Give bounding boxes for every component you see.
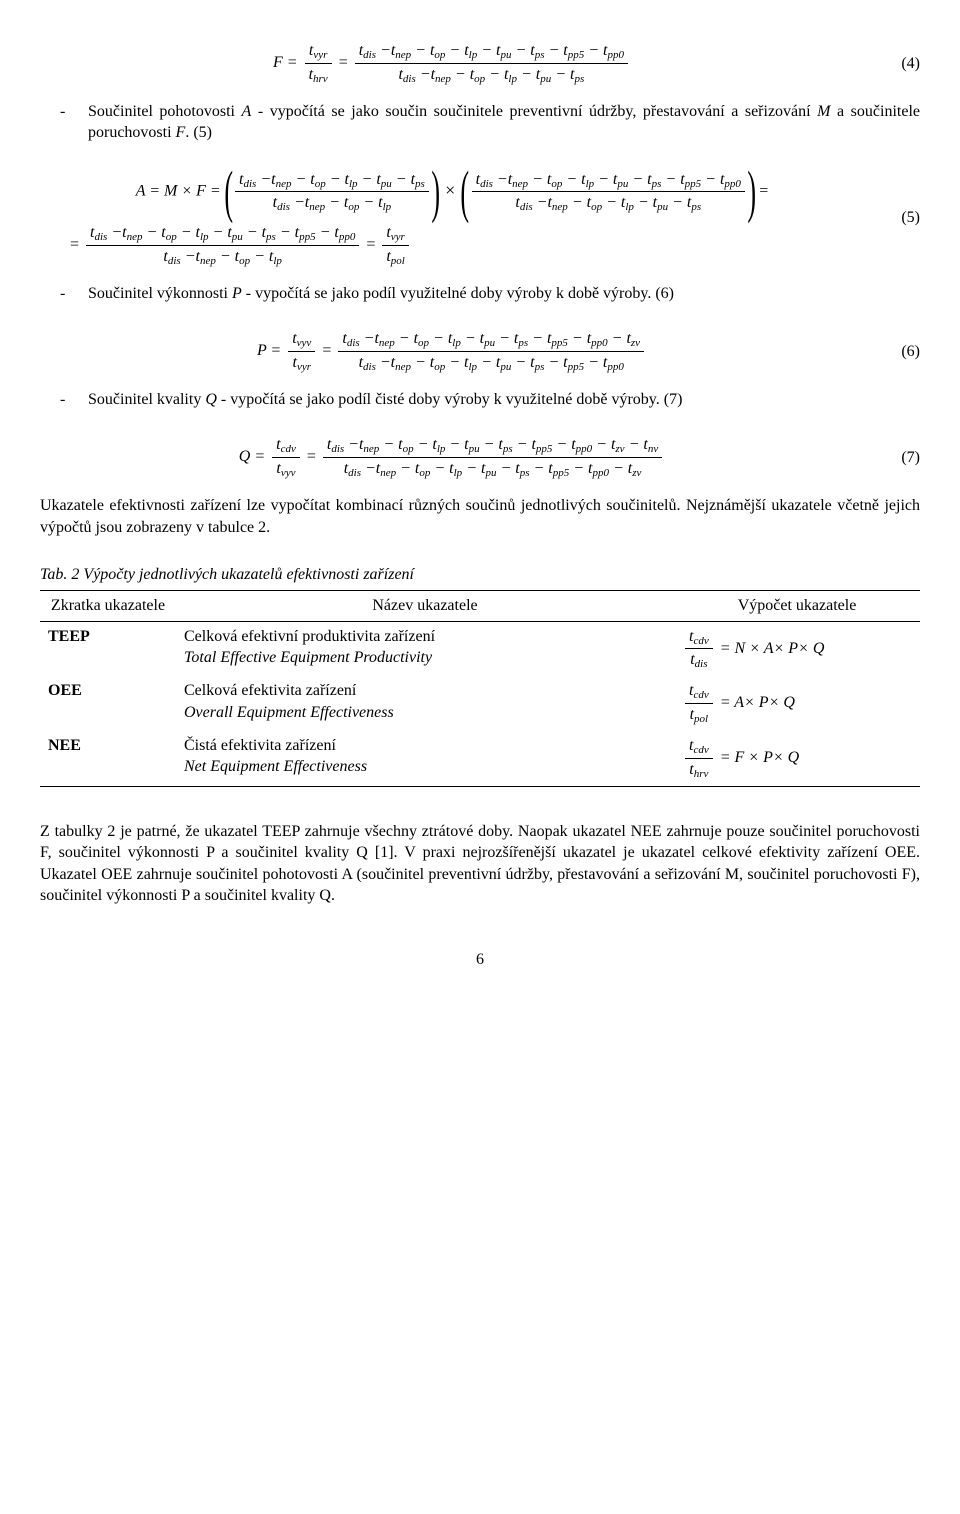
eq7-number: (7) [864,447,920,469]
bullet-Q: - Součinitel kvality Q - vypočítá se jak… [40,389,920,411]
equation-5: A = M × F = ( tdis −tnep − top − tlp − t… [40,168,920,269]
equation-7: Q = tcdv tvyv = tdis −tnep − top − tlp −… [40,434,920,481]
equation-6: P = tvyv tvyr = tdis −tnep − top − tlp −… [40,328,920,375]
page: F = tvyr thrv = tdis −tnep − top − tlp −… [0,0,960,1031]
dash-icon: - [40,101,88,144]
col-zkratka: Zkratka ukazatele [40,590,176,621]
eq4-lead: F = [273,54,298,71]
indicators-table: Zkratka ukazatele Název ukazatele Výpoče… [40,590,920,787]
bullet-A: - Součinitel pohotovosti A - vypočítá se… [40,101,920,144]
eq4-frac2: tdis −tnep − top − tlp − tpu − tps − tpp… [355,40,628,87]
equation-4: F = tvyr thrv = tdis −tnep − top − tlp −… [40,40,920,87]
table-row: NEE Čistá efektivita zařízení Net Equipm… [40,731,920,786]
eq4-frac1: tvyr thrv [305,40,332,87]
left-paren-icon: ( [461,168,470,216]
table-header-row: Zkratka ukazatele Název ukazatele Výpoče… [40,590,920,621]
page-number: 6 [40,949,920,971]
table-caption: Tab. 2 Výpočty jednotlivých ukazatelů ef… [40,564,920,586]
table-row: OEE Celková efektivita zařízení Overall … [40,676,920,731]
right-paren-icon: ) [431,168,440,216]
dash-icon: - [40,389,88,411]
paragraph-conclusion: Z tabulky 2 je patrné, že ukazatel TEEP … [40,821,920,907]
dash-icon: - [40,283,88,305]
eq4-number: (4) [864,53,920,75]
left-paren-icon: ( [224,168,233,216]
eq5-number: (5) [864,207,920,229]
col-nazev: Název ukazatele [176,590,674,621]
bullet-P: - Součinitel výkonnosti P - vypočítá se … [40,283,920,305]
right-paren-icon: ) [747,168,756,216]
paragraph-summary: Ukazatele efektivnosti zařízení lze vypo… [40,495,920,538]
col-vypocet: Výpočet ukazatele [674,590,920,621]
eq6-number: (6) [864,341,920,363]
table-row: TEEP Celková efektivní produktivita zaří… [40,621,920,676]
